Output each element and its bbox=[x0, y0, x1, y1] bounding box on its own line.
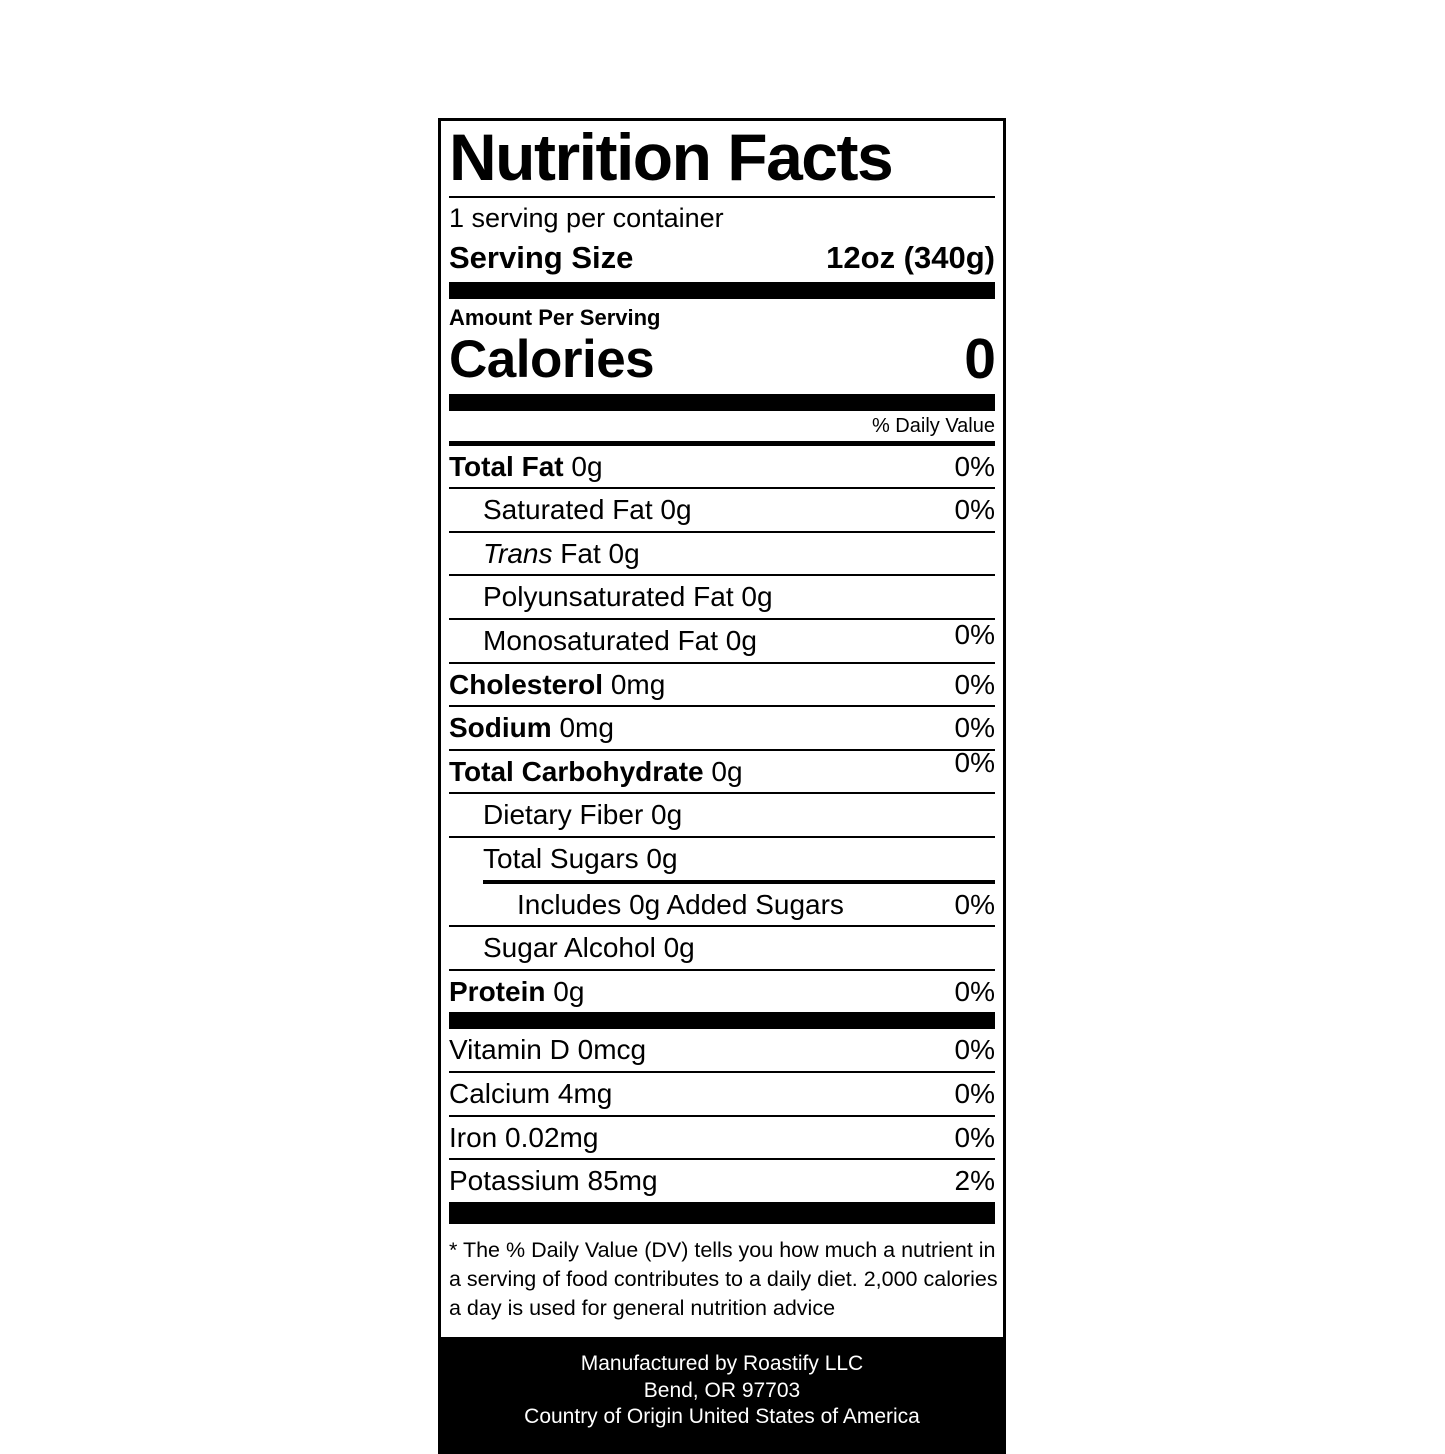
row-total-sugars-name: Total Sugars 0g bbox=[483, 842, 678, 874]
row-total-carbohydrate-amount: 0g bbox=[711, 755, 743, 787]
calories-row: Calories 0 bbox=[449, 326, 996, 394]
amount-per-serving-label: Amount Per Serving bbox=[449, 305, 661, 331]
row-trans-fat-italic: Trans bbox=[483, 537, 553, 569]
row-protein-amount: 0g bbox=[553, 975, 585, 1007]
row-vitamin-d-name: Vitamin D 0mcg bbox=[449, 1034, 647, 1066]
row-protein-name: Protein 0g bbox=[449, 975, 584, 1009]
row-sodium-name: Sodium 0mg bbox=[449, 711, 614, 745]
row-potassium: Potassium 85mg 2% bbox=[449, 1160, 995, 1202]
manufacturer-name: Manufactured by Roastify LLC bbox=[580, 1351, 864, 1375]
row-saturated-fat: Saturated Fat 0g 0% bbox=[449, 489, 995, 533]
divider-after-serving bbox=[449, 282, 995, 300]
row-sodium-label: Sodium bbox=[449, 712, 552, 744]
divider-after-calories bbox=[449, 393, 995, 411]
row-cholesterol-label: Cholesterol bbox=[449, 668, 604, 700]
row-dietary-fiber-name: Dietary Fiber 0g bbox=[483, 799, 683, 831]
row-sugar-alcohol-name: Sugar Alcohol 0g bbox=[483, 932, 695, 964]
row-monosaturated-fat-percent: 0% bbox=[954, 618, 995, 650]
calories-value: 0 bbox=[964, 326, 996, 391]
row-total-carbohydrate: Total Carbohydrate 0g 0% bbox=[449, 747, 995, 795]
row-trans-fat-rest: Fat 0g bbox=[552, 537, 640, 569]
row-polyunsaturated-fat: Polyunsaturated Fat 0g bbox=[449, 576, 995, 620]
row-iron-name: Iron 0.02mg bbox=[449, 1121, 599, 1153]
row-calcium: Calcium 4mg 0% bbox=[449, 1073, 995, 1117]
servings-per-container: 1 serving per container bbox=[449, 202, 724, 233]
row-total-fat-name: Total Fat 0g bbox=[449, 450, 603, 484]
row-added-sugars: Includes 0g Added Sugars 0% bbox=[449, 884, 995, 928]
footnote-line-3: a day is used for general nutrition advi… bbox=[449, 1295, 836, 1320]
divider-after-protein bbox=[449, 1012, 995, 1030]
row-protein: Protein 0g 0% bbox=[449, 971, 995, 1013]
row-calcium-name: Calcium 4mg bbox=[449, 1077, 613, 1109]
label-title: Nutrition Facts bbox=[449, 121, 995, 198]
row-vitamin-d: Vitamin D 0mcg 0% bbox=[449, 1029, 995, 1073]
row-cholesterol-name: Cholesterol 0mg bbox=[449, 668, 665, 702]
row-vitamin-d-percent: 0% bbox=[954, 1034, 995, 1066]
footnote-line-1: * The % Daily Value (DV) tells you how m… bbox=[449, 1237, 996, 1262]
daily-value-caption: % Daily Value bbox=[449, 411, 995, 446]
row-total-carbohydrate-percent: 0% bbox=[954, 746, 995, 778]
row-potassium-name: Potassium 85mg bbox=[449, 1165, 658, 1197]
row-cholesterol: Cholesterol 0mg 0% bbox=[449, 664, 995, 708]
row-monosaturated-fat: Monosaturated Fat 0g 0% bbox=[449, 618, 995, 664]
row-total-carbohydrate-name: Total Carbohydrate 0g bbox=[449, 755, 743, 789]
row-total-fat: Total Fat 0g 0% bbox=[449, 446, 995, 490]
row-sodium: Sodium 0mg 0% bbox=[449, 707, 995, 751]
row-total-fat-amount: 0g bbox=[571, 450, 603, 482]
row-cholesterol-percent: 0% bbox=[954, 668, 995, 700]
row-added-sugars-name: Includes 0g Added Sugars bbox=[517, 888, 844, 920]
nutrition-facts-label: Nutrition Facts 1 serving per container … bbox=[438, 118, 1006, 1454]
row-total-carbohydrate-label: Total Carbohydrate bbox=[449, 755, 704, 787]
manufacturer-block: Manufactured by Roastify LLC Bend, OR 97… bbox=[438, 1336, 1006, 1454]
daily-value-footnote: * The % Daily Value (DV) tells you how m… bbox=[449, 1224, 998, 1337]
row-added-sugars-percent: 0% bbox=[954, 888, 995, 920]
row-total-fat-percent: 0% bbox=[954, 450, 995, 482]
footnote-line-2: a serving of food contributes to a daily… bbox=[449, 1266, 998, 1291]
total-sugars-underline bbox=[483, 879, 995, 884]
row-polyunsaturated-fat-name: Polyunsaturated Fat 0g bbox=[483, 581, 773, 613]
calories-label: Calories bbox=[449, 329, 655, 389]
row-cholesterol-amount: 0mg bbox=[610, 668, 666, 700]
row-dietary-fiber: Dietary Fiber 0g bbox=[449, 794, 995, 838]
row-potassium-percent: 2% bbox=[954, 1165, 995, 1197]
row-iron: Iron 0.02mg 0% bbox=[449, 1117, 995, 1161]
row-saturated-fat-percent: 0% bbox=[954, 494, 995, 526]
row-iron-percent: 0% bbox=[954, 1121, 995, 1153]
row-sodium-amount: 0mg bbox=[559, 712, 614, 744]
row-sugar-alcohol: Sugar Alcohol 0g bbox=[449, 927, 995, 971]
nutrition-facts-panel: Nutrition Facts 1 serving per container … bbox=[438, 118, 1006, 1337]
serving-size-value: 12oz (340g) bbox=[826, 240, 995, 276]
row-total-sugars: Total Sugars 0g bbox=[449, 838, 995, 880]
country-of-origin: Country of Origin United States of Ameri… bbox=[524, 1405, 920, 1429]
row-total-fat-label: Total Fat bbox=[449, 450, 564, 482]
row-saturated-fat-name: Saturated Fat 0g bbox=[483, 494, 692, 526]
row-protein-percent: 0% bbox=[954, 975, 995, 1007]
row-trans-fat-name: Trans Fat 0g bbox=[483, 537, 640, 571]
row-protein-label: Protein bbox=[449, 975, 546, 1007]
divider-after-micronutrients bbox=[449, 1201, 995, 1224]
serving-size-row: Serving Size 12oz (340g) bbox=[449, 238, 995, 282]
row-sodium-percent: 0% bbox=[954, 712, 995, 744]
row-calcium-percent: 0% bbox=[954, 1077, 995, 1109]
row-trans-fat: Trans Fat 0g bbox=[449, 533, 995, 577]
manufacturer-address: Bend, OR 97703 bbox=[643, 1378, 801, 1402]
serving-size-label: Serving Size bbox=[449, 240, 634, 276]
row-monosaturated-fat-name: Monosaturated Fat 0g bbox=[483, 624, 757, 656]
